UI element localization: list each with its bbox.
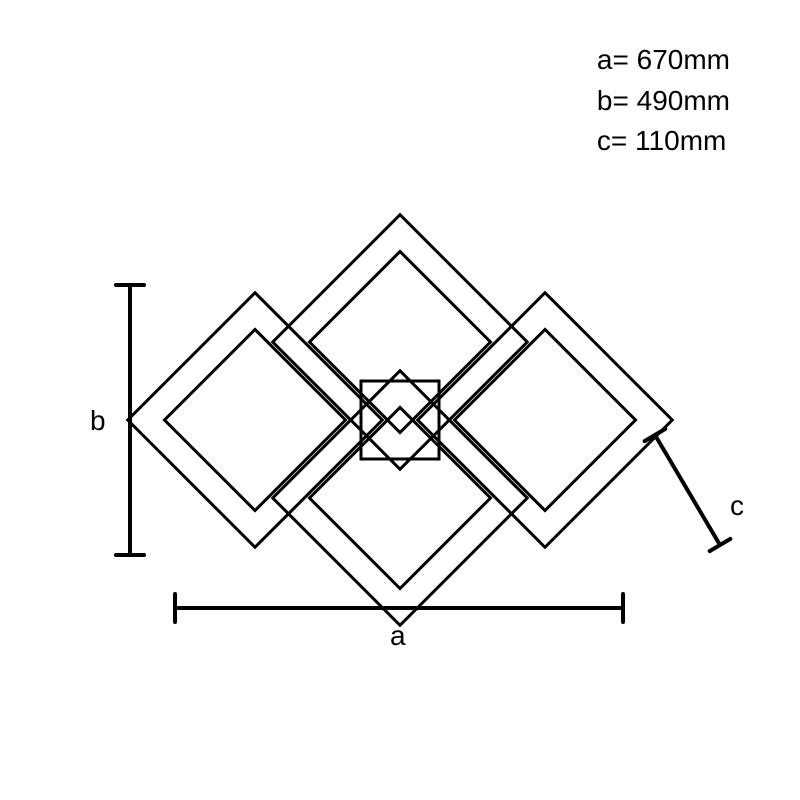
diagram-canvas: a= 670mm b= 490mm c= 110mm b a c — [0, 0, 800, 800]
technical-drawing — [0, 0, 800, 800]
dim-label-c: c — [730, 490, 744, 522]
dim-label-a: a — [390, 620, 406, 652]
dim-label-b: b — [90, 405, 106, 437]
